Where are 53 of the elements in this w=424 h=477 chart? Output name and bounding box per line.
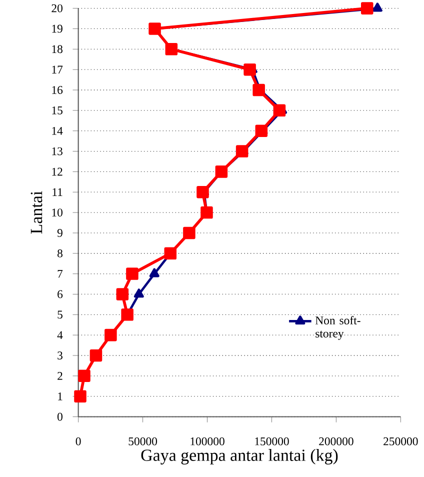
point <box>252 84 266 96</box>
point <box>200 206 213 219</box>
x-tick-label: 100000 <box>190 437 225 446</box>
point <box>215 166 228 178</box>
point <box>236 145 248 158</box>
point <box>90 349 102 362</box>
y-tick-label: 2 <box>58 372 62 380</box>
x-axis-title: Gaya gempa antar lantai (kg) <box>141 449 338 464</box>
point <box>116 288 129 300</box>
point <box>164 247 177 260</box>
y-tick-label: 5 <box>58 310 63 319</box>
point <box>255 124 268 137</box>
y-tick-label: 14 <box>52 126 63 135</box>
point <box>149 268 160 278</box>
y-tick-label: 3 <box>58 352 63 360</box>
y-tick-label: 18 <box>52 45 63 54</box>
point <box>372 2 383 12</box>
y-tick-label: 6 <box>58 290 63 298</box>
y-tick-label: 19 <box>52 24 63 33</box>
legend-label: Non soft-storey <box>316 316 360 340</box>
point <box>183 226 196 240</box>
y-tick-label: 15 <box>52 106 63 114</box>
x-tick-label: 150000 <box>255 437 289 446</box>
point <box>165 43 178 56</box>
y-tick-label: 8 <box>58 249 63 258</box>
y-tick-label: 11 <box>52 188 62 196</box>
y-tick-label: 16 <box>52 86 63 94</box>
point <box>126 268 138 280</box>
x-tick-label: 0 <box>76 437 81 446</box>
x-tick-label: 250000 <box>384 437 418 446</box>
y-tick-label: 12 <box>52 168 62 176</box>
point <box>121 308 134 321</box>
y-tick-label: 7 <box>58 270 63 278</box>
y-tick-label: 9 <box>58 229 63 237</box>
point <box>196 186 209 198</box>
point <box>273 104 286 117</box>
point <box>74 390 86 402</box>
y-tick-label: 4 <box>57 331 63 339</box>
point <box>134 288 144 298</box>
y-tick-label: 10 <box>52 208 63 217</box>
y-tick-label: 1 <box>58 392 62 400</box>
y-tick-label: 20 <box>52 4 63 12</box>
point <box>361 2 374 14</box>
x-tick-label: 200000 <box>319 437 354 446</box>
point <box>104 328 117 342</box>
y-tick-label: 0 <box>58 412 63 421</box>
y-tick-label: 13 <box>52 147 63 156</box>
point <box>244 63 256 76</box>
x-tick-label: 50000 <box>128 437 158 446</box>
y-tick-label: 17 <box>52 66 63 74</box>
point <box>78 370 90 382</box>
y-axis-title: Lantai <box>30 191 42 234</box>
point <box>148 22 162 35</box>
